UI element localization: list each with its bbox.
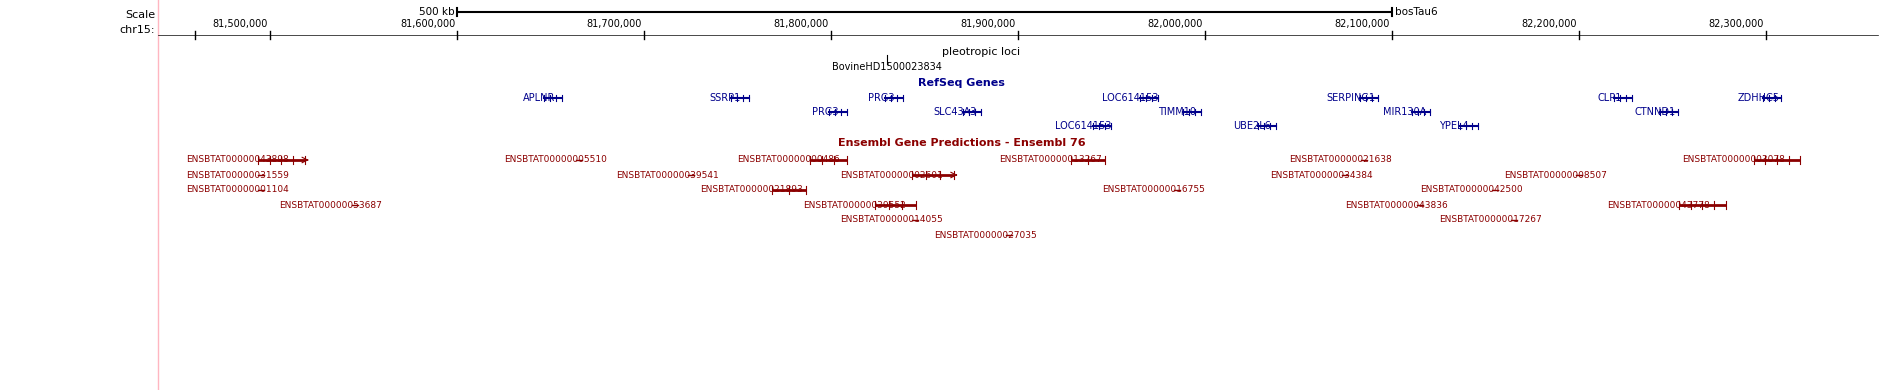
Text: RefSeq Genes: RefSeq Genes (918, 78, 1005, 88)
Text: MIR130A: MIR130A (1381, 107, 1425, 117)
Text: CLP1: CLP1 (1596, 93, 1620, 103)
Text: SSRP1: SSRP1 (710, 93, 740, 103)
Text: 81,800,000: 81,800,000 (774, 19, 828, 29)
Text: CTNND1: CTNND1 (1634, 107, 1675, 117)
Text: ENSBTAT00000001104: ENSBTAT00000001104 (186, 186, 288, 195)
Text: chr15:: chr15: (119, 25, 154, 35)
Text: ZDHHC5: ZDHHC5 (1737, 93, 1778, 103)
Text: LOC614153: LOC614153 (1101, 93, 1157, 103)
Text: ENSBTAT00000008507: ENSBTAT00000008507 (1504, 170, 1605, 179)
Text: ENSBTAT00000021638: ENSBTAT00000021638 (1289, 156, 1391, 165)
Text: 82,100,000: 82,100,000 (1334, 19, 1389, 29)
Text: ENSBTAT00000014055: ENSBTAT00000014055 (839, 216, 943, 225)
Text: ENSBTAT00000039541: ENSBTAT00000039541 (615, 170, 719, 179)
Text: LOC614153: LOC614153 (1054, 121, 1110, 131)
Text: 81,700,000: 81,700,000 (587, 19, 642, 29)
Text: Scale: Scale (124, 10, 154, 20)
Text: ENSBTAT00000043836: ENSBTAT00000043836 (1344, 200, 1447, 209)
Text: ENSBTAT00000043778: ENSBTAT00000043778 (1605, 200, 1709, 209)
Text: ENSBTAT00000017267: ENSBTAT00000017267 (1438, 216, 1541, 225)
Text: SLC43A3: SLC43A3 (933, 107, 977, 117)
Text: ENSBTAT00000027035: ENSBTAT00000027035 (933, 230, 1037, 239)
Text: ENSBTAT00000013267: ENSBTAT00000013267 (999, 156, 1101, 165)
Text: TIMM10: TIMM10 (1157, 107, 1195, 117)
Text: ENSBTAT00000034384: ENSBTAT00000034384 (1270, 170, 1372, 179)
Text: 500 kb: 500 kb (418, 7, 454, 17)
Text: 82,300,000: 82,300,000 (1707, 19, 1763, 29)
Text: ENSBTAT00000021893: ENSBTAT00000021893 (700, 186, 802, 195)
Text: UBE2L6: UBE2L6 (1233, 121, 1270, 131)
Text: 81,900,000: 81,900,000 (960, 19, 1016, 29)
Text: ENSBTAT00000005510: ENSBTAT00000005510 (504, 156, 606, 165)
Text: ENSBTAT00000043898: ENSBTAT00000043898 (186, 156, 288, 165)
Text: SERPING1: SERPING1 (1325, 93, 1374, 103)
Text: PRG3: PRG3 (868, 93, 894, 103)
Text: ENSBTAT00000016755: ENSBTAT00000016755 (1101, 186, 1204, 195)
Text: 82,000,000: 82,000,000 (1146, 19, 1203, 29)
Text: ENSBTAT00000002601: ENSBTAT00000002601 (839, 170, 943, 179)
Text: ENSBTAT00000000486: ENSBTAT00000000486 (738, 156, 839, 165)
Text: 82,200,000: 82,200,000 (1521, 19, 1575, 29)
Text: bosTau6: bosTau6 (1395, 7, 1436, 17)
Text: ENSBTAT00000039552: ENSBTAT00000039552 (802, 200, 905, 209)
Text: pleotropic loci: pleotropic loci (941, 47, 1020, 57)
Text: YPEL4: YPEL4 (1438, 121, 1468, 131)
Text: ENSBTAT00000003078: ENSBTAT00000003078 (1681, 156, 1784, 165)
Text: 81,500,000: 81,500,000 (213, 19, 267, 29)
Text: BovineHD1500023834: BovineHD1500023834 (832, 62, 941, 72)
Text: ENSBTAT00000042500: ENSBTAT00000042500 (1419, 186, 1523, 195)
Text: 81,600,000: 81,600,000 (399, 19, 455, 29)
Text: PRG3: PRG3 (811, 107, 837, 117)
Text: ENSBTAT00000053687: ENSBTAT00000053687 (279, 200, 382, 209)
Text: APLNR: APLNR (523, 93, 555, 103)
Text: Ensembl Gene Predictions - Ensembl 76: Ensembl Gene Predictions - Ensembl 76 (837, 138, 1086, 148)
Text: ENSBTAT00000031559: ENSBTAT00000031559 (186, 170, 288, 179)
